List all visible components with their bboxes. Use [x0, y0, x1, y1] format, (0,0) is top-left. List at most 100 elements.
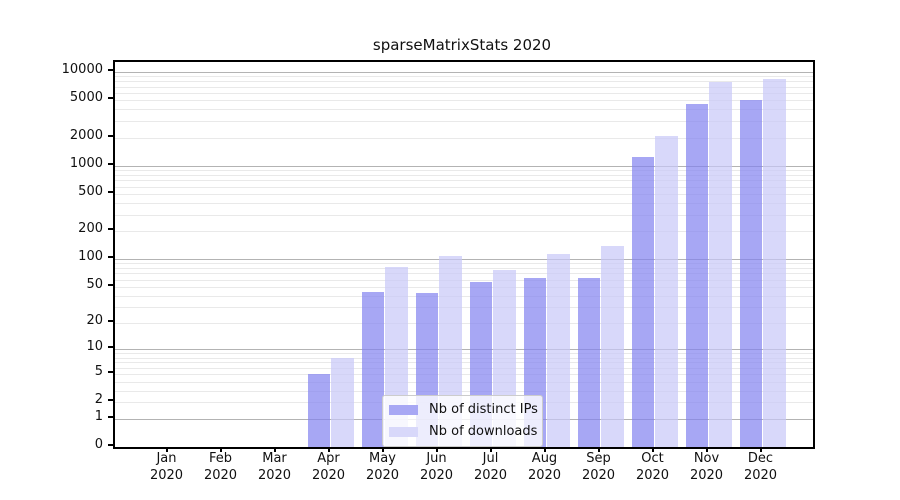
legend-label: Nb of distinct IPs: [429, 402, 538, 417]
chart-title: sparseMatrixStats 2020: [372, 36, 552, 54]
minor-gridline: [115, 186, 813, 188]
legend-label: Nb of downloads: [429, 424, 538, 439]
minor-gridline: [115, 193, 813, 195]
x-tick-mark: [651, 447, 654, 452]
bar-downloads-oct: [655, 135, 678, 447]
legend-row: Nb of downloads: [389, 424, 538, 439]
x-tick-label: Dec 2020: [743, 451, 778, 483]
minor-gridline: [115, 307, 813, 309]
minor-gridline: [115, 268, 813, 270]
y-tick-mark: [108, 228, 113, 231]
minor-gridline: [115, 362, 813, 364]
minor-gridline: [115, 174, 813, 176]
major-gridline: [115, 72, 813, 73]
x-tick-mark: [273, 447, 276, 452]
y-tick-label: 2000: [69, 127, 103, 143]
major-gridline: [115, 165, 813, 167]
x-tick-label: Jun 2020: [419, 451, 454, 483]
y-tick-mark: [108, 399, 113, 402]
bar-downloads-aug: [547, 253, 570, 447]
minor-gridline: [115, 170, 813, 171]
y-tick-mark: [108, 346, 113, 349]
minor-gridline: [115, 86, 813, 88]
y-tick-mark: [108, 444, 113, 446]
bar-downloads-apr: [331, 357, 354, 447]
minor-gridline: [115, 374, 813, 375]
minor-gridline: [115, 81, 813, 83]
y-tick-label: 10000: [61, 62, 103, 77]
x-tick-mark: [219, 447, 222, 452]
x-tick-label: Feb 2020: [203, 451, 238, 483]
minor-gridline: [115, 286, 813, 288]
x-tick-label: Apr 2020: [311, 451, 346, 483]
x-tick-mark: [165, 447, 168, 452]
bar-ips-apr: [307, 374, 330, 447]
y-tick-label: 5000: [69, 90, 103, 106]
bar-downloads-nov: [709, 82, 732, 447]
minor-gridline: [115, 353, 813, 355]
minor-gridline: [115, 231, 813, 233]
minor-gridline: [115, 357, 813, 359]
y-tick-mark: [108, 320, 113, 322]
y-tick-mark: [108, 283, 113, 286]
x-tick-label: Jan 2020: [149, 451, 184, 483]
minor-gridline: [115, 203, 813, 204]
x-tick-mark: [489, 447, 492, 452]
y-tick-label: 0: [94, 437, 103, 452]
x-tick-label: May 2020: [365, 451, 400, 483]
legend-row: Nb of distinct IPs: [389, 402, 538, 417]
y-tick-label: 5: [94, 364, 103, 379]
y-tick-mark: [108, 415, 113, 418]
minor-gridline: [115, 279, 813, 281]
bar-ips-sep: [577, 277, 600, 447]
y-tick-label: 200: [78, 221, 103, 237]
bar-downloads-sep: [601, 246, 624, 447]
legend-swatch-icon: [389, 426, 418, 437]
y-tick-mark: [108, 162, 113, 165]
x-tick-mark: [381, 447, 384, 452]
y-tick-mark: [108, 256, 113, 259]
x-tick-mark: [435, 447, 438, 452]
y-tick-mark: [108, 97, 113, 100]
y-tick-mark: [108, 69, 113, 71]
y-tick-mark: [108, 134, 113, 137]
y-tick-label: 1000: [69, 155, 103, 171]
minor-gridline: [115, 295, 813, 297]
x-tick-label: Aug 2020: [527, 451, 562, 483]
minor-gridline: [115, 263, 813, 265]
x-tick-mark: [705, 447, 708, 452]
minor-gridline: [115, 137, 813, 139]
x-tick-mark: [597, 447, 600, 452]
y-tick-label: 50: [86, 276, 103, 292]
minor-gridline: [115, 76, 813, 78]
x-tick-label: Nov 2020: [689, 451, 724, 483]
minor-gridline: [115, 381, 813, 383]
bar-ips-dec: [739, 99, 762, 447]
minor-gridline: [115, 214, 813, 216]
major-gridline: [115, 349, 813, 351]
minor-gridline: [115, 323, 813, 324]
minor-gridline: [115, 180, 813, 182]
minor-gridline: [115, 390, 813, 392]
y-tick-label: 1: [94, 408, 103, 424]
x-tick-mark: [327, 447, 330, 452]
y-tick-label: 20: [86, 313, 103, 328]
y-tick-mark: [108, 371, 113, 373]
minor-gridline: [115, 100, 813, 102]
x-tick-mark: [759, 447, 762, 452]
y-tick-label: 500: [78, 183, 103, 199]
minor-gridline: [115, 109, 813, 111]
minor-gridline: [115, 121, 813, 122]
legend-swatch-icon: [389, 404, 418, 415]
bar-downloads-dec: [763, 79, 786, 447]
minor-gridline: [115, 367, 813, 369]
y-tick-label: 10: [86, 339, 103, 355]
x-tick-mark: [543, 447, 546, 452]
plot-area: Nb of distinct IPs Nb of downloads: [113, 60, 815, 449]
major-gridline: [115, 259, 813, 261]
bar-ips-oct: [631, 157, 654, 447]
minor-gridline: [115, 92, 813, 94]
legend: Nb of distinct IPs Nb of downloads: [382, 395, 543, 447]
y-tick-label: 100: [78, 249, 103, 265]
